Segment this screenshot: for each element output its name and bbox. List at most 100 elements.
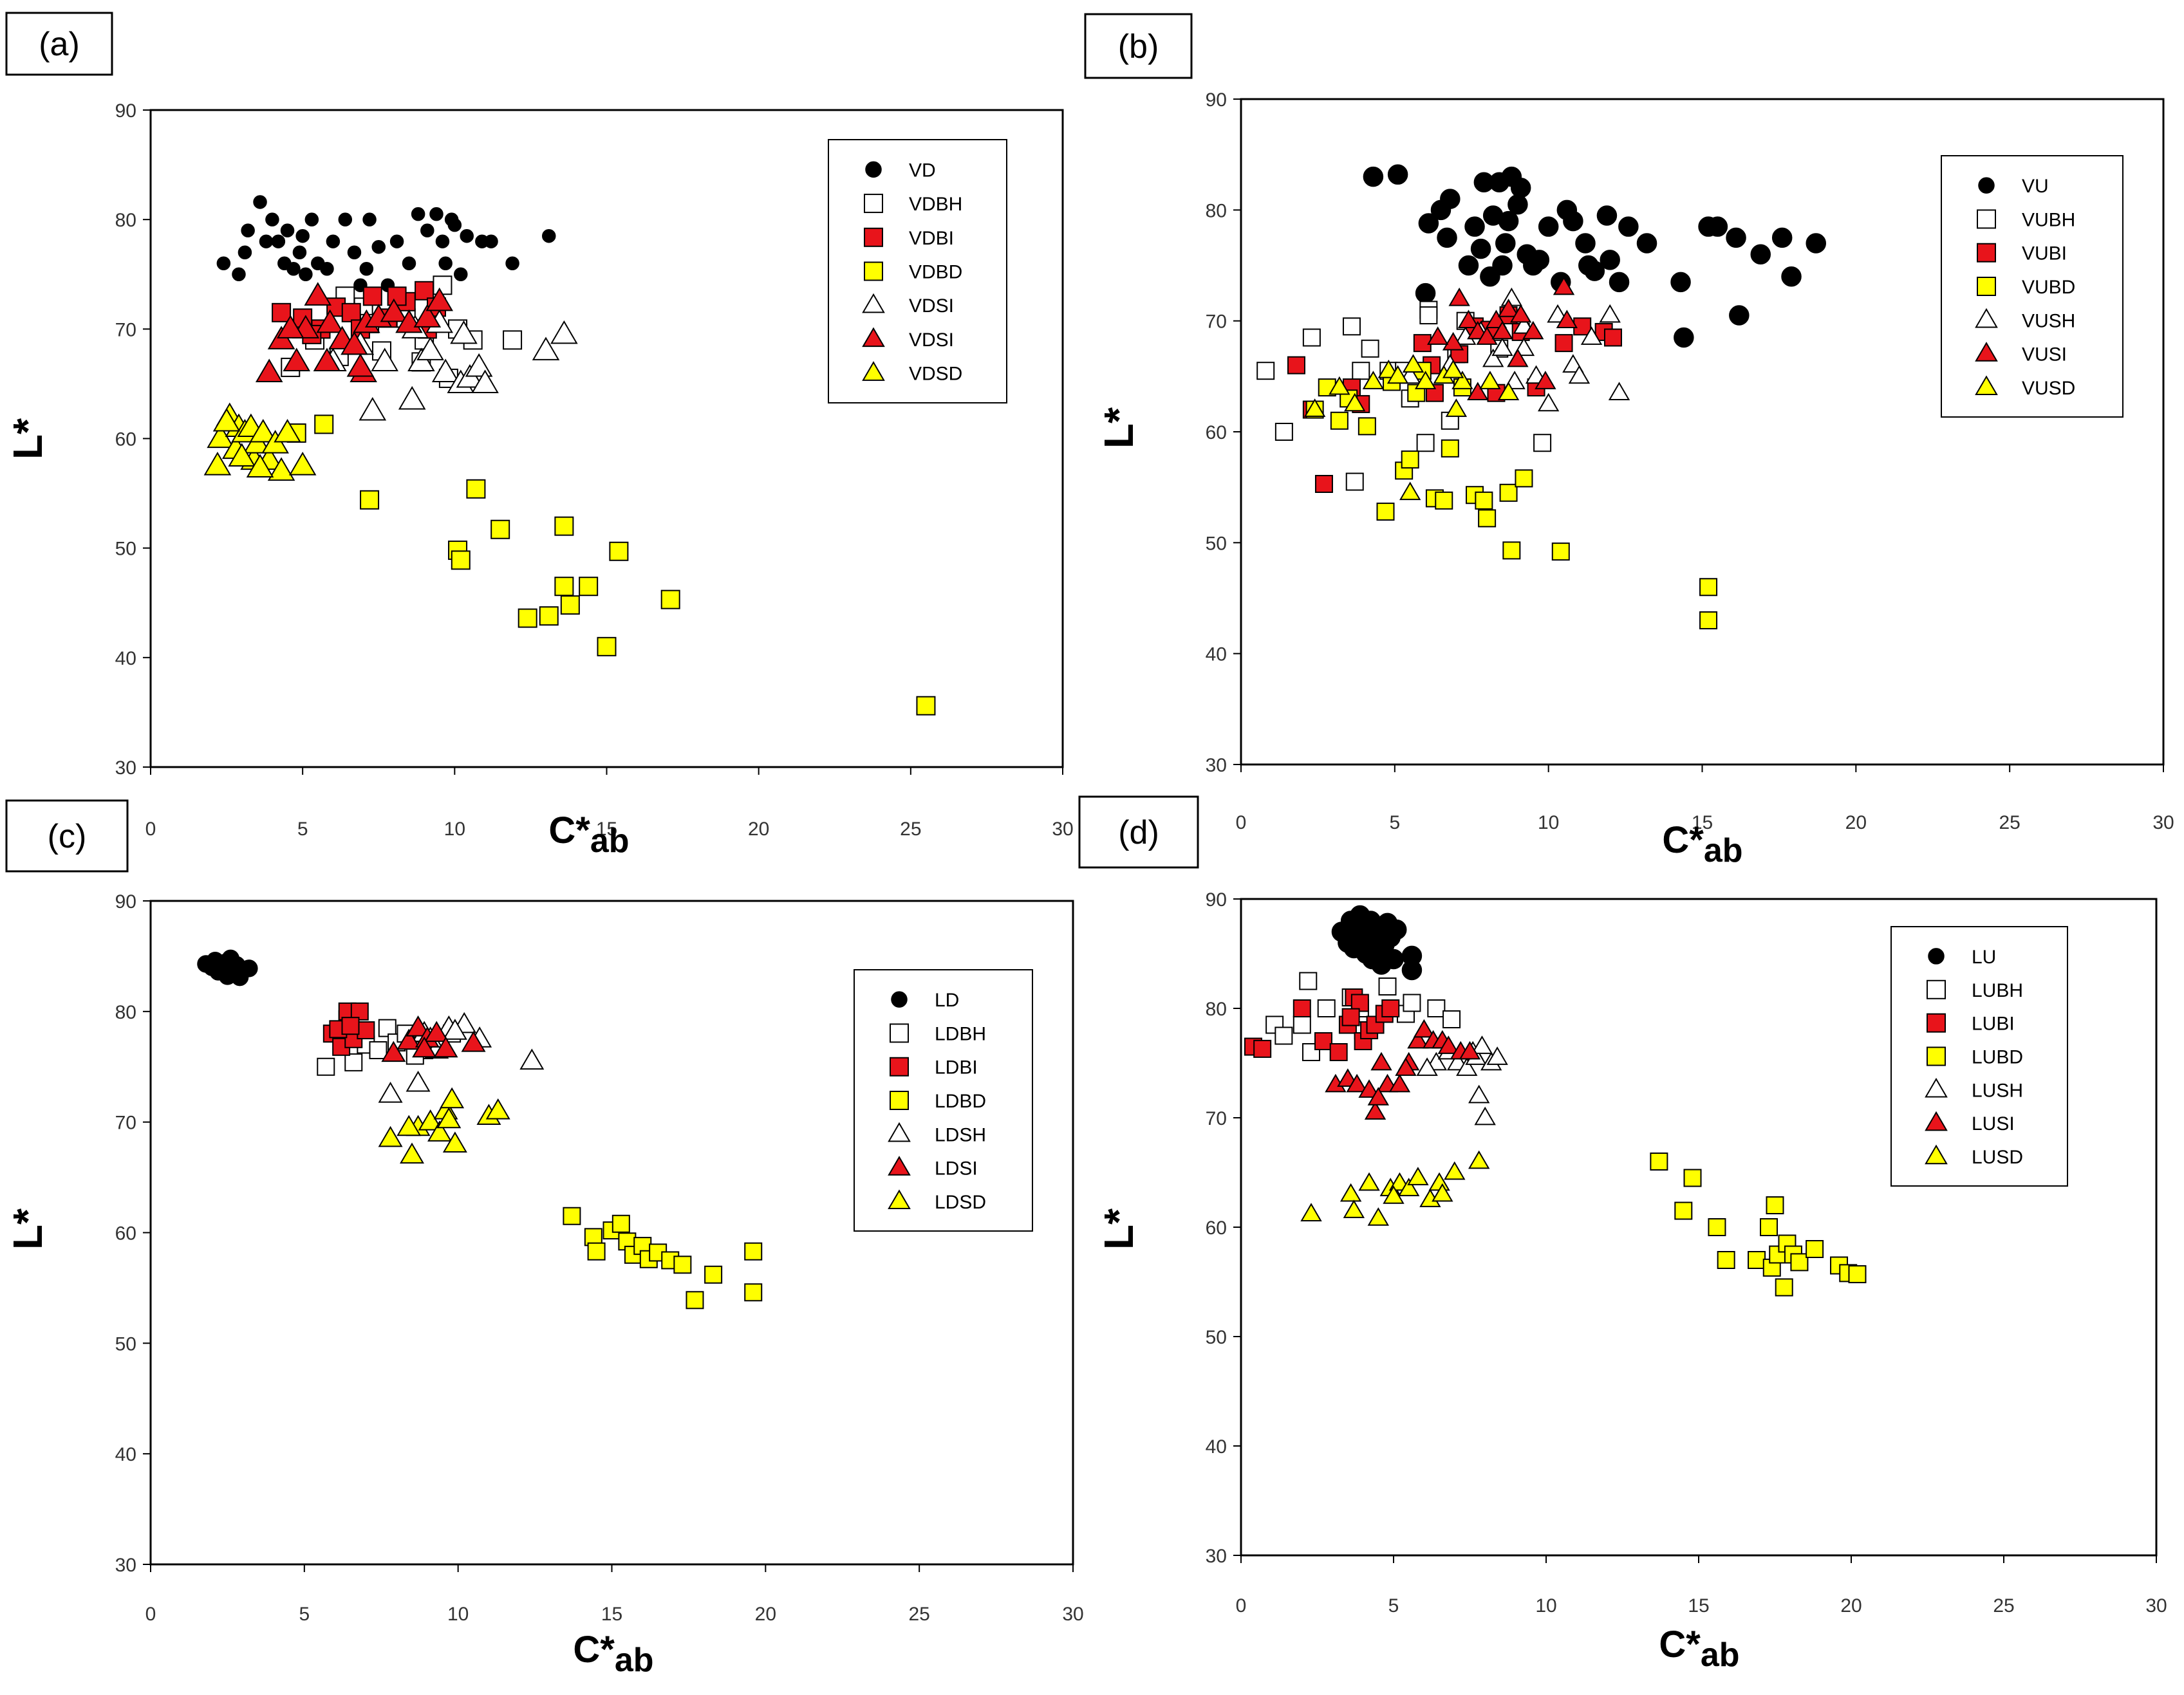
data-point (1729, 305, 1750, 326)
data-point (1486, 1046, 1508, 1065)
data-point (397, 1028, 422, 1050)
data-point (1674, 327, 1694, 348)
data-point (1445, 398, 1468, 417)
data-point (380, 298, 408, 322)
data-point (1535, 371, 1556, 389)
y-tick-label: 50 (115, 1333, 136, 1355)
data-point (1609, 272, 1630, 293)
legend-box (1941, 155, 2123, 418)
legend-label: LDSH (935, 1124, 986, 1145)
data-point (518, 608, 537, 628)
data-point (317, 1057, 335, 1076)
data-point (415, 281, 434, 301)
data-point (389, 234, 404, 248)
x-tick-label: 0 (145, 1604, 156, 1625)
data-point (1683, 1169, 1702, 1187)
data-point (704, 1265, 723, 1284)
data-point (1459, 1041, 1481, 1060)
panel-label-box (5, 799, 129, 873)
data-point (420, 223, 434, 237)
data-point (304, 212, 319, 227)
data-point (371, 347, 398, 371)
data-point (660, 589, 680, 609)
data-point (341, 302, 361, 322)
y-tick-label: 30 (115, 757, 136, 779)
y-tick-label: 30 (1206, 1546, 1227, 1567)
data-point (542, 228, 556, 243)
data-point (314, 414, 334, 434)
legend-label: LUSI (1972, 1113, 2015, 1135)
panel-2: (b) 0 5 10 15 20 25 30 30 40 50 60 70 80 90 C*ab L* VU VUB… (1084, 13, 2174, 869)
y-tick-label: 80 (1206, 200, 1227, 221)
data-point (433, 1036, 458, 1058)
data-point (1475, 491, 1493, 510)
data-point (1457, 310, 1480, 329)
data-point (362, 212, 377, 227)
legend-marker (1977, 277, 1996, 296)
series-vdsi (255, 282, 454, 382)
data-point (1413, 1019, 1435, 1038)
data-point (460, 228, 474, 243)
legend-marker (865, 161, 882, 178)
legend-marker (888, 1189, 911, 1210)
legend-label: LUSD (1972, 1147, 2023, 1168)
data-point (1383, 1185, 1405, 1204)
data-point (341, 331, 368, 355)
legend-marker (890, 1091, 909, 1110)
y-tick-label: 50 (1206, 1327, 1227, 1348)
data-point (1367, 1087, 1389, 1106)
data-point (1440, 189, 1461, 209)
y-axis-title: L* (5, 1209, 51, 1250)
data-point (400, 1142, 425, 1164)
data-point (1474, 1106, 1496, 1125)
data-point (1507, 348, 1529, 367)
data-point (1478, 509, 1497, 528)
legend-marker (1978, 177, 1995, 194)
data-point (1491, 320, 1513, 340)
data-point (1364, 1101, 1386, 1120)
legend-marker (1977, 209, 1996, 229)
data-point (280, 223, 295, 237)
legend-marker (1927, 1013, 1946, 1033)
y-tick-label: 60 (1206, 1218, 1227, 1239)
legend-label: VUBD (2022, 277, 2075, 298)
data-point (299, 267, 313, 281)
data-point (744, 1242, 763, 1261)
data-point (1358, 417, 1376, 436)
data-point (316, 309, 344, 333)
legend: VU VUBH VUBI VUBD VUSH VUSI VUSD (1941, 155, 2123, 418)
series-lu (1331, 905, 1423, 981)
legend-marker (1975, 308, 1998, 328)
data-point (438, 256, 453, 270)
x-tick-label: 0 (1236, 812, 1247, 833)
data-point (1401, 959, 1423, 981)
series-ldsi (381, 1015, 486, 1062)
data-point (232, 267, 246, 281)
data-point (1399, 481, 1421, 501)
data-point (424, 1021, 449, 1042)
legend-label: VD (909, 160, 936, 181)
series-vu (1363, 164, 1826, 348)
data-point (1346, 1073, 1368, 1093)
data-point (216, 256, 231, 270)
data-point (1468, 1084, 1490, 1104)
legend-marker (890, 1057, 909, 1077)
legend-label: LUBH (1972, 980, 2023, 1001)
data-point (1402, 354, 1424, 373)
data-point (1674, 1201, 1693, 1220)
x-tick-label: 25 (908, 1604, 929, 1625)
data-point (378, 1082, 403, 1103)
data-point (579, 577, 599, 597)
data-point (397, 1115, 422, 1136)
y-tick-label: 80 (1206, 999, 1227, 1020)
data-point (1314, 1032, 1332, 1050)
panel-1: (a) 0 5 10 15 20 25 30 30 40 50 60 70 80 90 C*ab L* VD VDB… (5, 12, 1074, 860)
data-point (1381, 999, 1400, 1017)
legend-marker (888, 1122, 911, 1142)
data-point (550, 320, 578, 344)
data-point (1386, 919, 1407, 940)
data-point (505, 256, 519, 270)
legend-label: VDSI (909, 295, 954, 317)
data-point (411, 207, 425, 221)
